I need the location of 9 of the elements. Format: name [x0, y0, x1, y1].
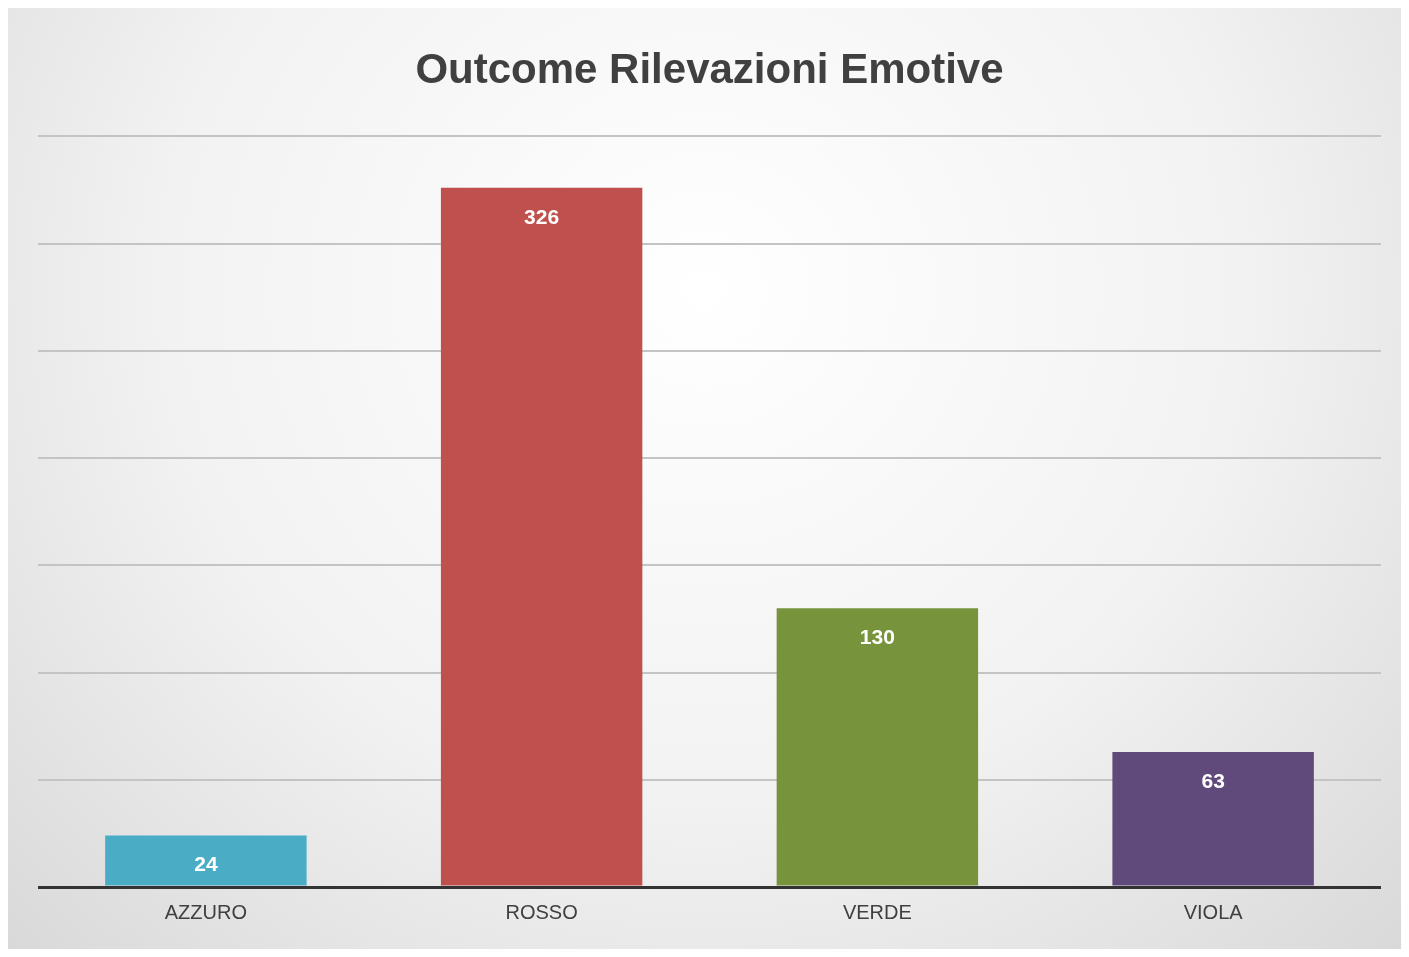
data-label: 63 — [1201, 768, 1225, 792]
data-label: 130 — [859, 625, 895, 648]
x-tick-label: VIOLA — [1183, 900, 1244, 923]
x-tick-label: AZZURO — [164, 900, 247, 923]
data-label: 24 — [194, 852, 218, 876]
x-tick-label: ROSSO — [505, 900, 578, 923]
chart-title: Outcome Rilevazioni Emotive — [415, 44, 1004, 92]
data-label: 326 — [524, 204, 560, 228]
x-tick-label: VERDE — [842, 900, 912, 923]
